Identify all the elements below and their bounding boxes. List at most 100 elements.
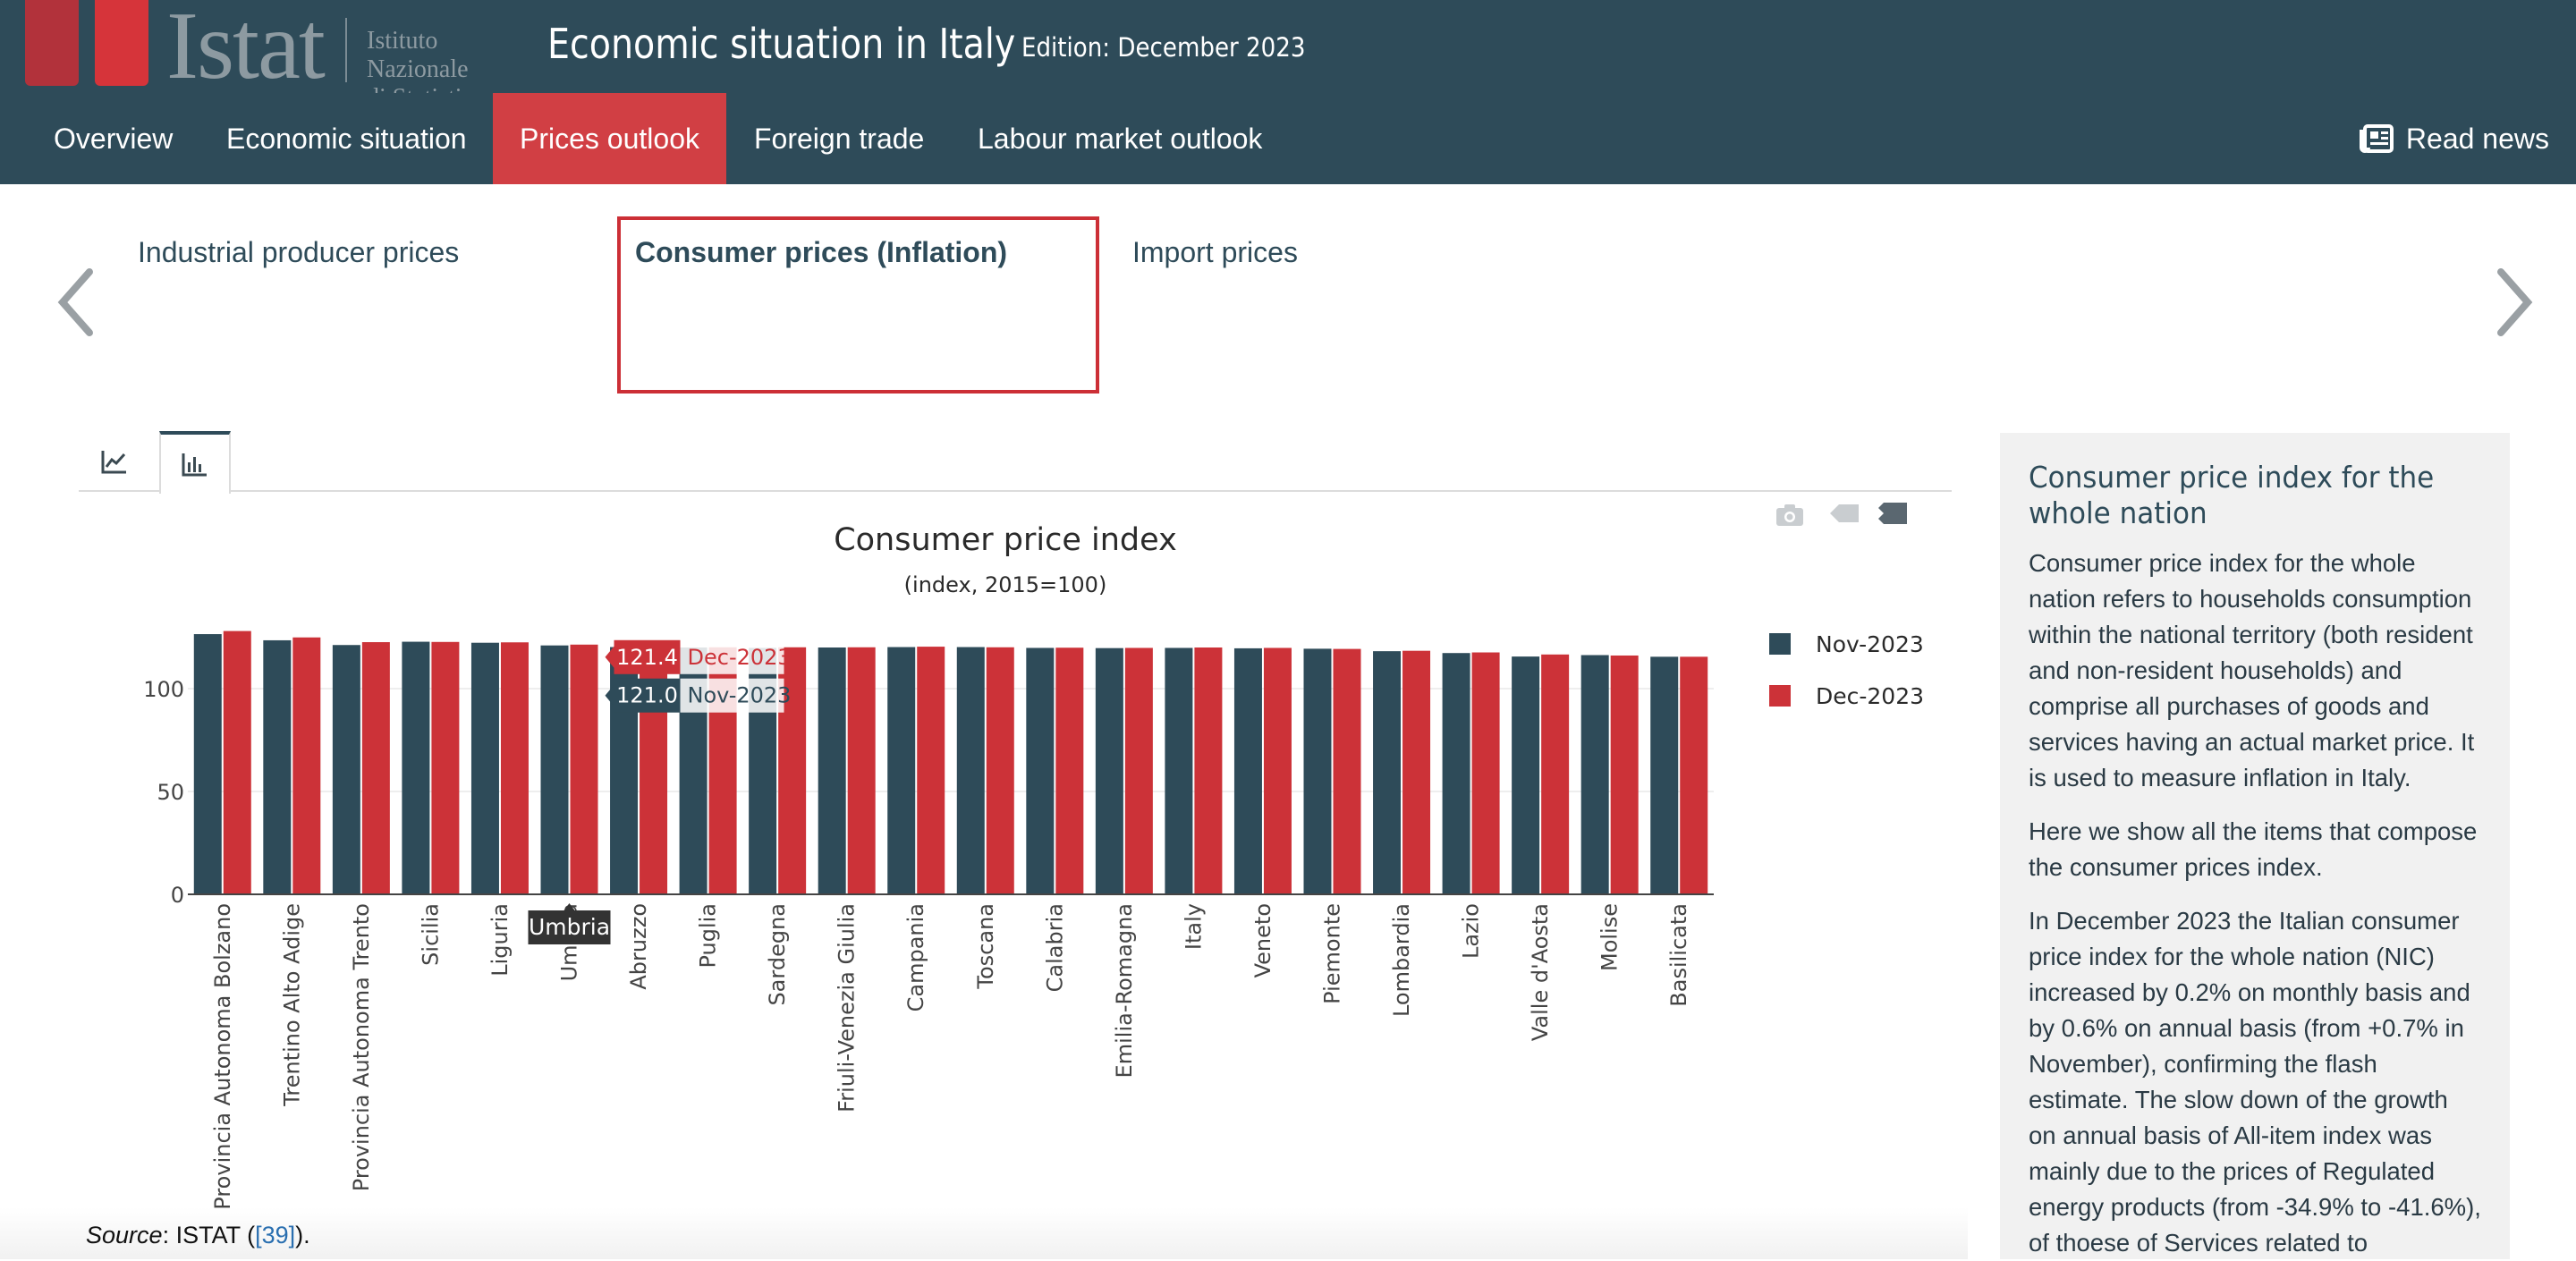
bar-nov-2023[interactable] (470, 642, 499, 894)
bar-dec-2023[interactable] (1471, 652, 1500, 894)
hover-series-label: Nov-2023 (688, 683, 792, 708)
legend-item-nov-2023[interactable]: Nov-2023 (1769, 631, 1924, 657)
bar-nov-2023[interactable] (887, 647, 916, 894)
bar-nov-2023[interactable] (1650, 656, 1679, 894)
axis-hover-pointer (564, 903, 575, 910)
nav-item-overview[interactable]: Overview (54, 123, 174, 155)
main-nav: Overview Economic situation Prices outlo… (0, 93, 2576, 184)
line-chart-icon (101, 451, 126, 474)
nav-item-foreign-trade[interactable]: Foreign trade (754, 123, 925, 155)
bar-nov-2023[interactable] (956, 647, 985, 894)
subtab-industrial-producer-prices[interactable]: Industrial producer prices (138, 236, 460, 268)
chart-type-tabs (79, 431, 1952, 494)
y-tick-label: 0 (171, 883, 184, 908)
x-tick-label: Lombardia (1389, 903, 1414, 1017)
legend-label: Dec-2023 (1816, 683, 1924, 709)
source-reference-link[interactable]: [39] (255, 1222, 296, 1248)
y-tick-label: 50 (157, 780, 184, 805)
bar-dec-2023[interactable] (1124, 647, 1153, 894)
bar-nov-2023[interactable] (1303, 648, 1332, 894)
bar-nov-2023[interactable] (1442, 653, 1470, 894)
hover-closest-icon[interactable] (1830, 504, 1859, 522)
bar-dec-2023[interactable] (570, 644, 598, 894)
carousel-prev-arrow-icon[interactable] (54, 267, 98, 338)
legend-swatch (1769, 633, 1791, 655)
line-chart-tab[interactable] (79, 431, 150, 492)
bar-dec-2023[interactable] (431, 641, 460, 894)
read-news-label: Read news (2405, 123, 2549, 155)
legend-label: Nov-2023 (1816, 631, 1924, 657)
bar-nov-2023[interactable] (263, 639, 292, 894)
bar-nov-2023[interactable] (1580, 655, 1609, 894)
x-tick-label: Sicilia (418, 903, 443, 966)
carousel-next-arrow-icon[interactable] (2492, 267, 2537, 338)
bar-nov-2023[interactable] (1165, 647, 1193, 894)
edition-label: Edition: December 2023 (1021, 32, 1306, 63)
hover-compare-icon[interactable] (1878, 503, 1907, 524)
bar-nov-2023[interactable] (1026, 647, 1055, 894)
axis-hover-box (528, 910, 611, 944)
bar-dec-2023[interactable] (1680, 656, 1708, 894)
hover-series-box (680, 678, 784, 713)
hover-value-box (614, 678, 681, 713)
bar-dec-2023[interactable] (361, 642, 390, 894)
x-tick-label: Puglia (696, 903, 721, 969)
hover-value: 121.0 (616, 683, 678, 708)
chart-title: Consumer price index (834, 522, 1177, 558)
bar-chart-tab[interactable] (159, 431, 231, 494)
nav-item-prices-outlook[interactable]: Prices outlook (493, 93, 726, 184)
source-tail: ). (295, 1222, 310, 1248)
x-tick-label: Valle d'Aosta (1528, 903, 1553, 1041)
y-tick-label: 100 (143, 677, 184, 702)
x-tick-label: Toscana (973, 903, 998, 990)
app-title: Economic situation in Italy (547, 20, 1016, 68)
bar-dec-2023[interactable] (1402, 650, 1431, 894)
bar-dec-2023[interactable] (500, 642, 529, 894)
newspaper-icon (2359, 123, 2394, 153)
logo-text[interactable]: Istat (166, 0, 326, 99)
bar-nov-2023[interactable] (1233, 647, 1262, 894)
logo-subtitle-line: Istituto Nazionale (367, 27, 469, 83)
bar-dec-2023[interactable] (1055, 647, 1084, 894)
nav-item-labour-market-outlook[interactable]: Labour market outlook (978, 123, 1263, 155)
hover-value: 121.4 (616, 645, 678, 670)
top-header: Istat Istituto Nazionale di Statistica E… (0, 0, 2576, 112)
bar-dec-2023[interactable] (986, 647, 1014, 894)
bar-dec-2023[interactable] (1610, 655, 1639, 894)
bar-nov-2023[interactable] (540, 645, 569, 894)
bar-nov-2023[interactable] (1512, 656, 1540, 894)
subtab-active-frame[interactable] (617, 216, 1099, 394)
camera-icon[interactable] (1776, 504, 1803, 526)
subtab-import-prices[interactable]: Import prices (1132, 236, 1298, 268)
bar-dec-2023[interactable] (847, 647, 876, 894)
nav-item-economic-situation[interactable]: Economic situation (226, 123, 467, 155)
subtab-consumer-prices[interactable]: Consumer prices (Inflation) (635, 236, 1008, 268)
info-sidebar: Consumer price index for the whole natio… (2000, 433, 2510, 1259)
bar-nov-2023[interactable] (332, 645, 360, 894)
x-tick-label: Provincia Autonoma Trento (349, 903, 374, 1191)
hover-series-box (680, 639, 784, 674)
hover-pointer (605, 684, 614, 707)
bar-dec-2023[interactable] (917, 647, 945, 894)
x-tick-label: Friuli-Venezia Giulia (835, 903, 860, 1113)
read-news-link[interactable]: Read news (2359, 93, 2549, 184)
source-label: Source (86, 1222, 163, 1248)
logo-divider (345, 18, 347, 82)
bar-dec-2023[interactable] (1333, 648, 1361, 894)
bar-dec-2023[interactable] (1541, 654, 1570, 894)
logo-shape (95, 0, 148, 86)
x-tick-label: Lazio (1459, 903, 1484, 959)
bar-dec-2023[interactable] (1194, 647, 1223, 894)
legend-item-dec-2023[interactable]: Dec-2023 (1769, 683, 1924, 709)
bar-nov-2023[interactable] (193, 634, 222, 894)
bar-dec-2023[interactable] (292, 637, 321, 894)
sidebar-paragraph: In December 2023 the Italian consumer pr… (2029, 907, 2481, 1257)
bar-nov-2023[interactable] (402, 641, 430, 894)
bar-nov-2023[interactable] (1373, 651, 1402, 894)
bar-nov-2023[interactable] (818, 647, 846, 894)
chart-subtitle: (index, 2015=100) (904, 572, 1107, 597)
bar-dec-2023[interactable] (1263, 647, 1292, 894)
hover-pointer (605, 646, 614, 668)
bar-nov-2023[interactable] (1095, 647, 1123, 894)
bar-dec-2023[interactable] (223, 630, 251, 894)
